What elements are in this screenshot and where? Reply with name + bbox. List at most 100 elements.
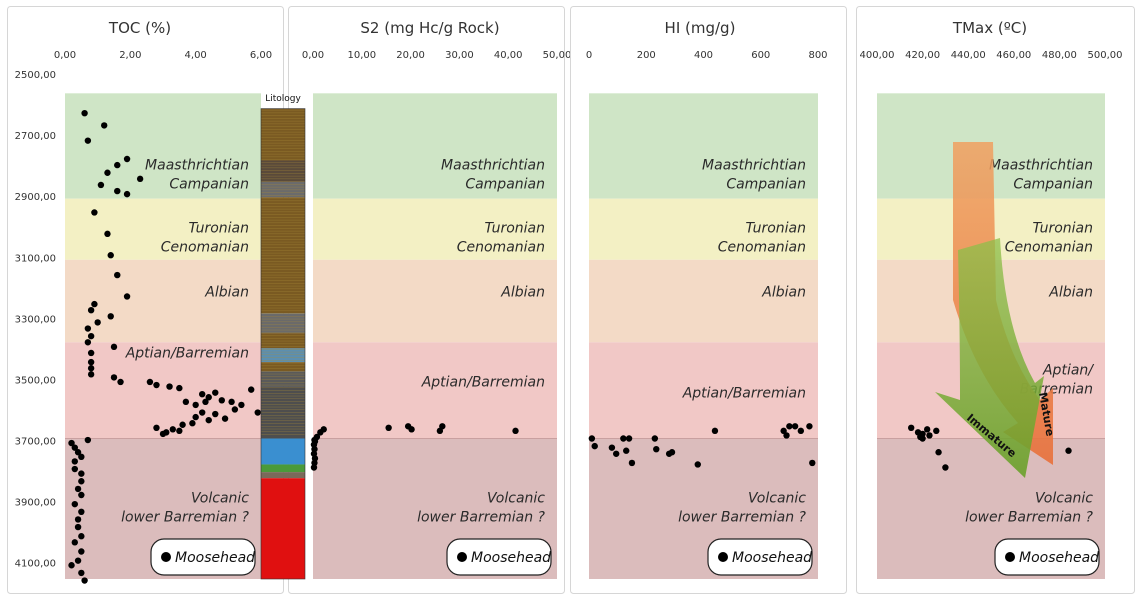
data-point [123, 190, 131, 198]
data-point [136, 175, 144, 183]
data-point [651, 435, 659, 442]
data-point [202, 398, 209, 406]
data-point [612, 450, 620, 457]
zone-label: Aptian/Barremian [682, 385, 806, 401]
zone-label: Maasthrichtian [145, 158, 249, 174]
data-point [408, 426, 415, 433]
zone-label: Turonian [1032, 220, 1093, 236]
data-point [238, 401, 245, 409]
data-point [114, 161, 121, 169]
legend-box [994, 538, 1100, 576]
lithology-segment [261, 371, 305, 387]
depth-tick-label: 2700,00 [15, 131, 56, 142]
data-point [623, 447, 630, 454]
depth-tick-label: 2900,00 [15, 192, 56, 203]
lithology-segment [261, 108, 305, 161]
data-point [97, 181, 105, 189]
data-point [192, 401, 199, 409]
data-point [91, 300, 98, 308]
lithology-segment [261, 438, 305, 465]
zone-label: lower Barremian ? [417, 510, 545, 526]
data-point [84, 137, 92, 144]
data-point [311, 438, 319, 445]
zone-label: Maasthrichtian [702, 158, 806, 174]
data-point [123, 293, 131, 300]
data-point [218, 397, 225, 404]
data-point [1065, 447, 1072, 454]
legend-box [707, 538, 813, 576]
zone-label: Aptian/ [1042, 362, 1094, 378]
data-point [385, 424, 392, 431]
data-point [71, 500, 79, 508]
data-point [176, 427, 183, 435]
data-point [104, 169, 111, 176]
lithology-segment [261, 313, 305, 334]
data-point [107, 252, 114, 259]
data-point [74, 485, 82, 493]
zone-label: Aptian/Barremian [421, 375, 545, 391]
data-point [199, 409, 206, 416]
x-tick-label: 460,00 [996, 50, 1031, 61]
data-point [192, 413, 199, 421]
legend-label: Moosehead [732, 550, 812, 566]
data-point [182, 398, 190, 406]
data-point [221, 415, 229, 422]
lithology-segment [261, 197, 305, 314]
data-point [91, 209, 98, 216]
data-point [512, 427, 519, 435]
data-point [78, 478, 85, 485]
x-tick-label: 400,00 [860, 50, 895, 61]
panel-1: TOC (%) 0,00 2,00 4,00 6,00 2500,00 2700,00 290… [7, 6, 284, 594]
x-tick-label: 480,00 [1042, 50, 1077, 61]
zone-label: Turonian [745, 220, 806, 236]
zone-band [65, 198, 261, 260]
x-tick-label: 800 [808, 50, 827, 61]
x-tick-label: 30,00 [445, 50, 474, 61]
zone-label: Cenomanian [457, 239, 545, 255]
zone-label: Turonian [484, 220, 545, 236]
legend-box [446, 538, 552, 576]
data-point [169, 426, 176, 433]
zone-label: Cenomanian [1005, 239, 1093, 255]
data-point [74, 523, 82, 531]
x-tick-label: 0,00 [302, 50, 324, 61]
x-tick-label: 20,00 [396, 50, 425, 61]
data-point [809, 459, 816, 467]
zone-band [589, 259, 818, 343]
zone-label: Albian [204, 284, 249, 300]
x-tick-label: 4,00 [185, 50, 207, 61]
data-point [923, 426, 931, 433]
data-point [110, 343, 118, 351]
data-point [87, 349, 95, 357]
lithology-label: Litology [265, 94, 301, 104]
data-point [84, 436, 92, 444]
zone-label: Campanian [169, 177, 249, 193]
data-point [254, 409, 261, 416]
zone-label: Cenomanian [718, 239, 806, 255]
data-point [625, 435, 633, 442]
zone-label: Volcanic [1035, 491, 1093, 507]
data-point [68, 562, 75, 569]
data-point [87, 365, 95, 372]
data-point [78, 548, 85, 555]
data-point [711, 427, 719, 435]
zone-label: Maasthrichtian [989, 158, 1093, 174]
zone-label: Albian [761, 284, 806, 300]
data-point [668, 449, 676, 456]
data-point [783, 432, 790, 439]
lithology-segment [261, 362, 305, 372]
depth-tick-label: 2500,00 [15, 70, 56, 81]
zone-label: Volcanic [487, 491, 545, 507]
lithology-segment [261, 464, 305, 473]
data-point [117, 378, 124, 386]
data-point [588, 435, 596, 442]
data-point [935, 449, 942, 456]
data-point [107, 313, 114, 320]
data-point [74, 516, 82, 523]
data-point [78, 508, 85, 515]
panel-title: TMax (ºC) [952, 19, 1027, 37]
zone-band [313, 93, 557, 199]
zone-band [313, 342, 557, 439]
legend-box [150, 538, 256, 576]
